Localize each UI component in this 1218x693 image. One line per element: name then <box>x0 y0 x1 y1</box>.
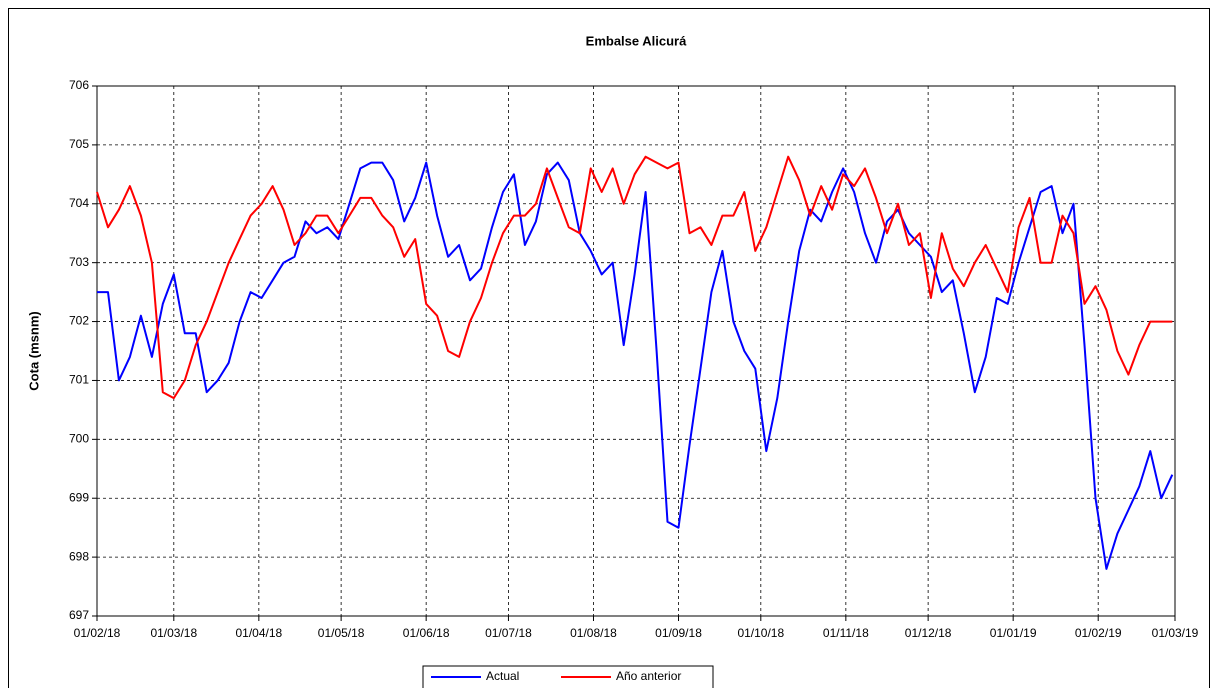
y-tick-label: 698 <box>69 549 89 563</box>
x-tick-label: 01/05/18 <box>318 626 365 640</box>
y-tick-label: 706 <box>69 78 89 92</box>
x-tick-label: 01/08/18 <box>570 626 617 640</box>
plot-border <box>96 85 1176 617</box>
x-tick-label: 01/11/18 <box>823 626 869 640</box>
x-tick-label: 01/02/18 <box>74 626 121 640</box>
y-tick-label: 702 <box>69 314 89 328</box>
plot-area <box>97 86 1175 616</box>
x-tick-label: 01/02/19 <box>1075 626 1122 640</box>
y-tick-label: 700 <box>69 432 89 446</box>
y-tick-label: 697 <box>69 608 89 622</box>
legend-label: Año anterior <box>616 669 681 683</box>
y-tick-label: 701 <box>69 373 89 387</box>
data-line <box>97 161 1174 570</box>
y-tick-label: 703 <box>69 255 89 269</box>
y-tick-label: 705 <box>69 137 89 151</box>
x-tick-label: 01/01/19 <box>990 626 1037 640</box>
legend-label: Actual <box>486 669 519 683</box>
x-tick-label: 01/03/18 <box>150 626 197 640</box>
x-tick-label: 01/09/18 <box>655 626 702 640</box>
x-tick-label: 01/06/18 <box>403 626 450 640</box>
x-tick-label: 01/07/18 <box>485 626 532 640</box>
chart-title: Embalse Alicurá <box>586 33 687 48</box>
y-axis-label: Cota (msnm) <box>26 311 41 390</box>
x-tick-label: 01/10/18 <box>737 626 784 640</box>
x-tick-label: 01/04/18 <box>235 626 282 640</box>
x-tick-label: 01/12/18 <box>905 626 952 640</box>
data-line <box>96 155 1173 400</box>
x-tick-label: 01/03/19 <box>1152 626 1199 640</box>
y-tick-label: 704 <box>69 196 89 210</box>
y-tick-label: 699 <box>69 490 89 504</box>
